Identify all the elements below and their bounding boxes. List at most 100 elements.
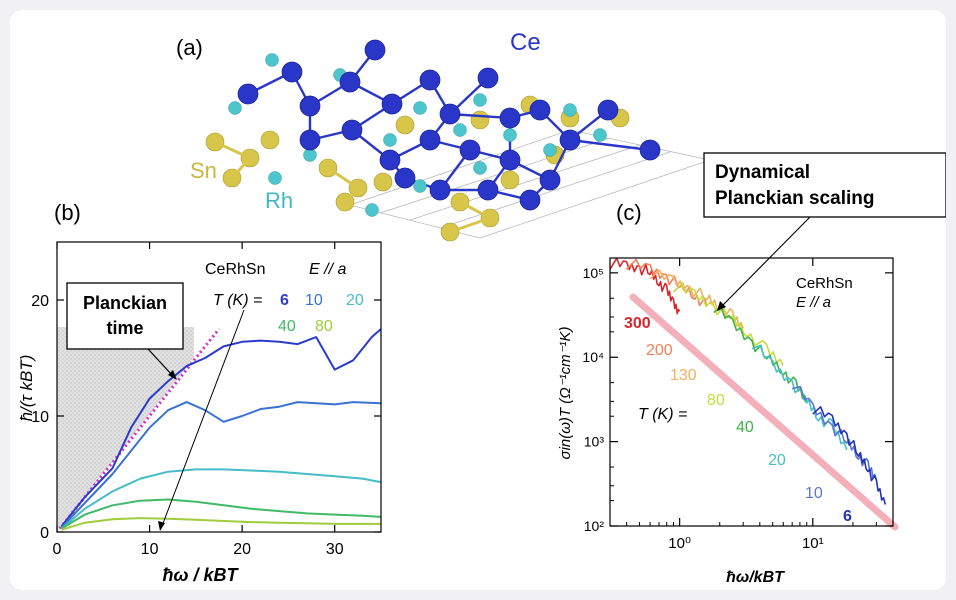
lattice-line [439, 151, 671, 229]
ce-atom [539, 169, 561, 191]
series-label-130K: 130 [670, 367, 697, 384]
ce-atom [559, 129, 581, 151]
ce-atom [439, 103, 461, 125]
ce-atom [299, 129, 321, 151]
sn-atom [260, 130, 280, 150]
chart-c-ytick-label: 10³ [584, 434, 605, 450]
spectrum-line-130K [649, 269, 744, 329]
chart-c-ytick-label: 10⁴ [582, 349, 604, 365]
panel-b: (b) 0 10 20 30 0 10 20 Planckian time CeRhSn E… [17, 200, 382, 585]
ce-atom [339, 71, 361, 93]
ce-atom [459, 139, 481, 161]
chart-c-temp-prefix: T (K) = [638, 406, 687, 423]
ce-atom [379, 149, 401, 171]
rh-label: Rh [265, 188, 293, 213]
chart-c-ytick-label: 10⁵ [583, 265, 604, 281]
ce-atom [381, 93, 403, 115]
planckian-time-line2: time [106, 318, 143, 338]
chart-c-xlabel: ħω/kBT [726, 569, 785, 586]
chart-c-frame [609, 257, 894, 527]
chart-c-ylabel: σin(ω)T (Ω⁻¹cm⁻¹K) [557, 327, 574, 460]
rh-atom [383, 133, 397, 147]
panel-c-label: (c) [616, 200, 642, 225]
chart-b-ylabel: ħ/(τ kBT) [17, 355, 36, 422]
series-label-10K: 10 [805, 485, 823, 502]
spectrum-line-6K [812, 405, 887, 505]
chart-b-xlabel: ħω / kBT [162, 565, 239, 585]
scaling-arrow [721, 216, 811, 307]
temp-label-10: 10 [305, 292, 323, 309]
ce-atom [394, 167, 416, 189]
ce-atom [499, 107, 521, 129]
ce-atom [477, 67, 499, 89]
lattice-line [479, 159, 711, 239]
rh-atom [453, 123, 467, 137]
chart-b-plot [58, 328, 382, 531]
chart-c-xtick-label: 10⁰ [668, 535, 691, 552]
ce-atom [419, 69, 441, 91]
temp-arrowhead [158, 521, 165, 531]
dynamical-scaling-line2: Planckian scaling [715, 188, 874, 209]
chart-b-xtick-label: 10 [141, 541, 159, 558]
sn-atom [373, 172, 393, 192]
planckian-arrow [147, 348, 174, 377]
sn-atom [500, 170, 520, 190]
planckian-time-box [66, 282, 184, 350]
spectrum-line-40K [713, 306, 808, 402]
ce-atom [529, 99, 551, 121]
ce-atom [519, 189, 541, 211]
series-label-200K: 200 [646, 342, 673, 359]
chart-c-material: CeRhSn [796, 275, 853, 292]
ce-atom [237, 83, 259, 105]
rh-atom [473, 161, 487, 175]
crystal-structure [205, 39, 711, 242]
rh-atom [228, 101, 242, 115]
sn-label: Sn [190, 158, 217, 183]
rh-atom [413, 101, 427, 115]
chart-b-ytick-label: 10 [31, 409, 49, 426]
chart-c-ticks: 10⁰ 10¹ 10² 10³ 10⁴ 10⁵ [582, 258, 894, 552]
ce-atom [419, 129, 441, 151]
lattice-line [409, 144, 641, 221]
rh-atom [503, 128, 517, 142]
series-line-6K [60, 328, 382, 527]
figure-card: (a) Ce Sn Rh (b) 0 10 20 30 0 10 20 Planckian … [10, 10, 947, 590]
series-line-40K [61, 498, 382, 530]
ce-atom [429, 179, 451, 201]
rh-atom [413, 179, 427, 193]
series-line-80K [61, 517, 381, 531]
sn-bond [449, 216, 491, 234]
spectrum-line-10K [792, 385, 878, 481]
panel-a: (a) Ce Sn Rh [176, 29, 711, 242]
series-label-6K: 6 [843, 508, 852, 525]
chart-b-ytick-label: 0 [40, 525, 49, 542]
scaling-fit-line [629, 293, 899, 531]
chart-b-xtick-label: 0 [53, 541, 62, 558]
temp-label-80: 80 [315, 318, 333, 335]
chart-b-xtick-label: 20 [233, 541, 251, 558]
sn-bond [327, 166, 359, 190]
panel-a-label: (a) [176, 35, 203, 60]
temp-label-20: 20 [346, 292, 364, 309]
sn-atom [395, 115, 415, 135]
ce-atom [639, 139, 661, 161]
chart-b-ytick-label: 20 [31, 293, 49, 310]
ce-atom [364, 39, 386, 61]
chart-b-material: CeRhSn [205, 261, 265, 278]
chart-c-orientation: E // a [796, 294, 831, 311]
series-line-20K [60, 468, 382, 530]
rh-atom [563, 103, 577, 117]
planckian-arrowhead [168, 370, 177, 380]
ce-atom [597, 99, 619, 121]
temp-arrow [161, 309, 245, 527]
sn-bond [343, 186, 360, 204]
temp-label-6: 6 [280, 292, 289, 309]
chart-b-ticks: 0 10 20 30 0 10 20 [31, 242, 381, 558]
planckian-time-line1: Planckian [83, 293, 167, 313]
scaling-arrowhead [717, 301, 726, 311]
chart-b-temp-prefix: T (K) = [213, 292, 262, 309]
rh-atom [268, 171, 282, 185]
series-label-80K: 80 [707, 392, 725, 409]
